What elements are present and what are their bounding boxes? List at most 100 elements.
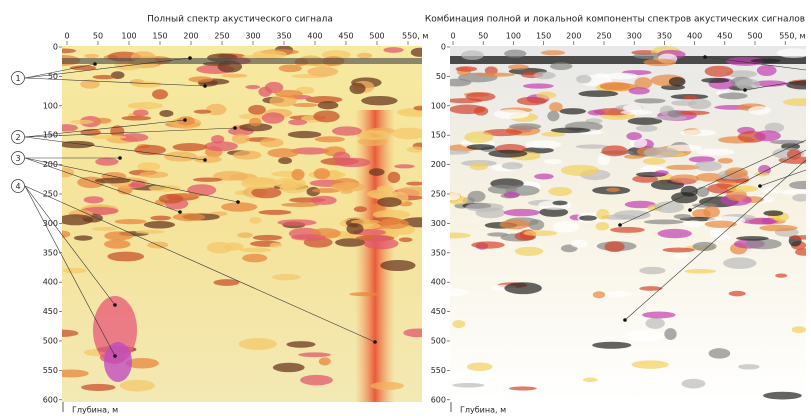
x-tick-label: 350 <box>657 32 672 41</box>
blob <box>671 192 698 204</box>
blob <box>745 238 782 250</box>
blob <box>471 241 505 249</box>
blob <box>503 208 540 217</box>
blob <box>377 197 402 208</box>
blob <box>94 117 112 124</box>
callout-line <box>24 77 206 87</box>
blob <box>91 226 118 231</box>
blob <box>684 269 717 274</box>
blob <box>579 215 597 221</box>
blob <box>642 157 666 165</box>
blob <box>259 137 284 148</box>
blob <box>549 102 563 112</box>
band <box>450 56 806 64</box>
blob <box>356 130 391 140</box>
blob <box>610 226 645 233</box>
blob <box>288 119 308 126</box>
left-texture <box>62 46 422 402</box>
blob <box>127 102 163 110</box>
callout-line <box>24 185 116 306</box>
blob <box>604 72 639 80</box>
y-tick-label: 250 <box>43 190 58 199</box>
blob <box>750 58 781 63</box>
callout-circle <box>11 179 25 193</box>
blob <box>605 187 620 192</box>
blob <box>62 214 94 226</box>
blob <box>668 76 686 87</box>
blob <box>245 84 261 90</box>
y-tick-label: 250 <box>431 190 446 199</box>
blob <box>287 130 322 139</box>
blob <box>134 144 166 156</box>
blob <box>69 65 97 71</box>
annotations <box>24 55 807 358</box>
y-tick-label: 100 <box>43 101 58 110</box>
blob <box>252 234 283 241</box>
blob <box>633 52 665 59</box>
blob <box>645 317 665 329</box>
blob <box>110 125 125 138</box>
blob <box>104 231 133 241</box>
blob <box>334 157 371 168</box>
panel-title: Полный спектр акустического сигнала <box>147 15 333 25</box>
blob <box>723 257 757 269</box>
blob <box>159 109 174 117</box>
blob <box>601 145 628 157</box>
blob <box>450 192 461 201</box>
blob <box>231 133 250 144</box>
y-tick-label: 550 <box>43 366 58 375</box>
blob <box>664 328 677 341</box>
arrow-head <box>178 210 182 214</box>
x-tick-label: 100 <box>506 32 521 41</box>
arrow-head <box>188 56 192 60</box>
blob <box>624 200 656 209</box>
callout-line <box>24 63 96 79</box>
blob <box>152 89 168 100</box>
blob <box>278 64 302 73</box>
blob <box>221 73 248 78</box>
blob <box>92 74 116 80</box>
blob <box>466 144 495 150</box>
blob <box>639 333 669 339</box>
blob <box>534 173 554 180</box>
y-tick-label: 500 <box>43 337 58 346</box>
blob <box>361 95 398 106</box>
blob <box>238 338 278 350</box>
x-tick-label: 350 <box>276 32 291 41</box>
x-tick-label: 150 <box>536 32 551 41</box>
blob <box>62 167 75 178</box>
callout-label: 2 <box>15 133 20 142</box>
blob <box>696 148 736 156</box>
blob <box>575 144 609 149</box>
blob <box>707 183 737 194</box>
blob <box>223 242 244 251</box>
blob <box>398 237 413 243</box>
blob <box>239 123 273 132</box>
blob <box>121 115 152 121</box>
blob <box>724 167 748 178</box>
blob <box>188 76 214 83</box>
blob <box>277 219 317 226</box>
arrow-head <box>236 200 240 204</box>
blob <box>460 50 484 60</box>
blob <box>547 110 560 122</box>
blob <box>81 383 116 391</box>
callout-line <box>624 159 807 321</box>
blob <box>642 311 676 319</box>
blob <box>508 64 529 70</box>
blob <box>704 65 734 77</box>
panel-title: Комбинация полной и локальной компоненты… <box>425 15 805 25</box>
blob <box>452 320 466 329</box>
blob <box>666 164 700 171</box>
x-tick-label: 400 <box>687 32 702 41</box>
right-texture <box>450 46 806 400</box>
y-tick-label: 100 <box>431 101 446 110</box>
blob <box>604 291 633 298</box>
blob <box>73 235 93 241</box>
depth-label: Глубина, м <box>460 406 506 415</box>
blob <box>465 202 504 212</box>
blob <box>221 202 258 212</box>
blob <box>290 147 330 155</box>
blob <box>148 184 181 192</box>
